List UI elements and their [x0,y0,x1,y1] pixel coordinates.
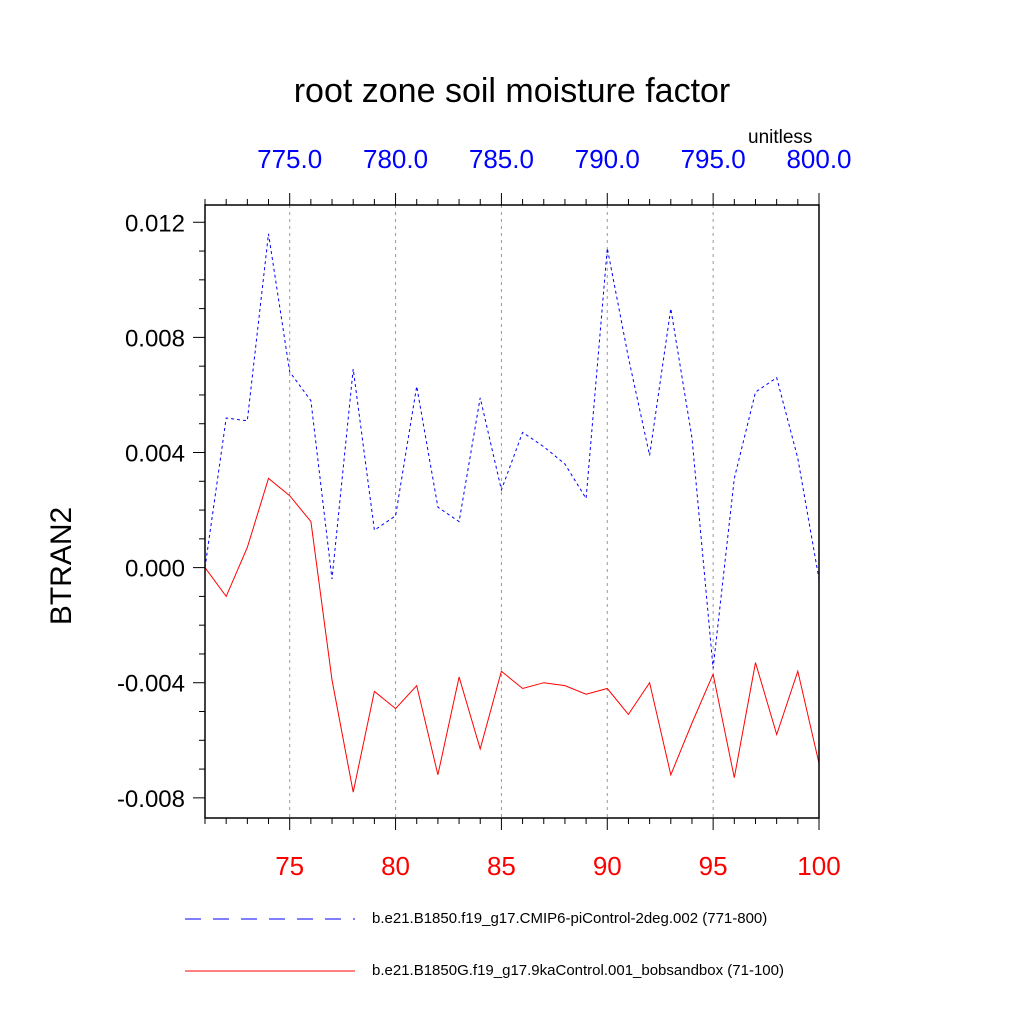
top-tick-label: 775.0 [257,144,322,174]
legend-entry-control: b.e21.B1850.f19_g17.CMIP6-piControl-2deg… [372,910,768,927]
y-tick-label: -0.008 [117,786,185,813]
plot-frame [204,204,820,819]
bottom-tick-label: 100 [797,851,840,881]
top-tick-label: 785.0 [469,144,534,174]
top-tick-label: 800.0 [786,144,851,174]
top-tick-label: 795.0 [681,144,746,174]
bottom-tick-label: 80 [381,851,410,881]
series-line-control [204,233,820,669]
top-tick-label: 790.0 [575,144,640,174]
bottom-tick-label: 75 [275,851,304,881]
series-lines [204,233,820,793]
top-tick-label: 780.0 [363,144,428,174]
axis-ticks [193,193,820,830]
y-tick-label: 0.012 [125,210,185,237]
chart-title: root zone soil moisture factor [293,72,731,110]
bottom-tick-label: 90 [593,851,622,881]
grid-lines [289,205,714,818]
y-tick-label: -0.004 [117,671,185,698]
legend-entry-9ka: b.e21.B1850G.f19_g17.9kaControl.001_bobs… [372,962,784,979]
series-line-9ka [204,477,820,793]
y-tick-label: 0.004 [125,441,185,468]
bottom-tick-label: 95 [699,851,728,881]
legend-swatches [185,918,355,972]
y-tick-label: 0.008 [125,325,185,352]
axis-tick-labels: 0.012 0.008 0.004 0.000 -0.004 -0.008 75 80 85 90… [117,144,852,881]
y-axis-label: BTRAN2 [45,506,78,626]
y-tick-label: 0.000 [125,556,185,583]
units-label: unitless [748,127,813,148]
bottom-tick-label: 85 [487,851,516,881]
